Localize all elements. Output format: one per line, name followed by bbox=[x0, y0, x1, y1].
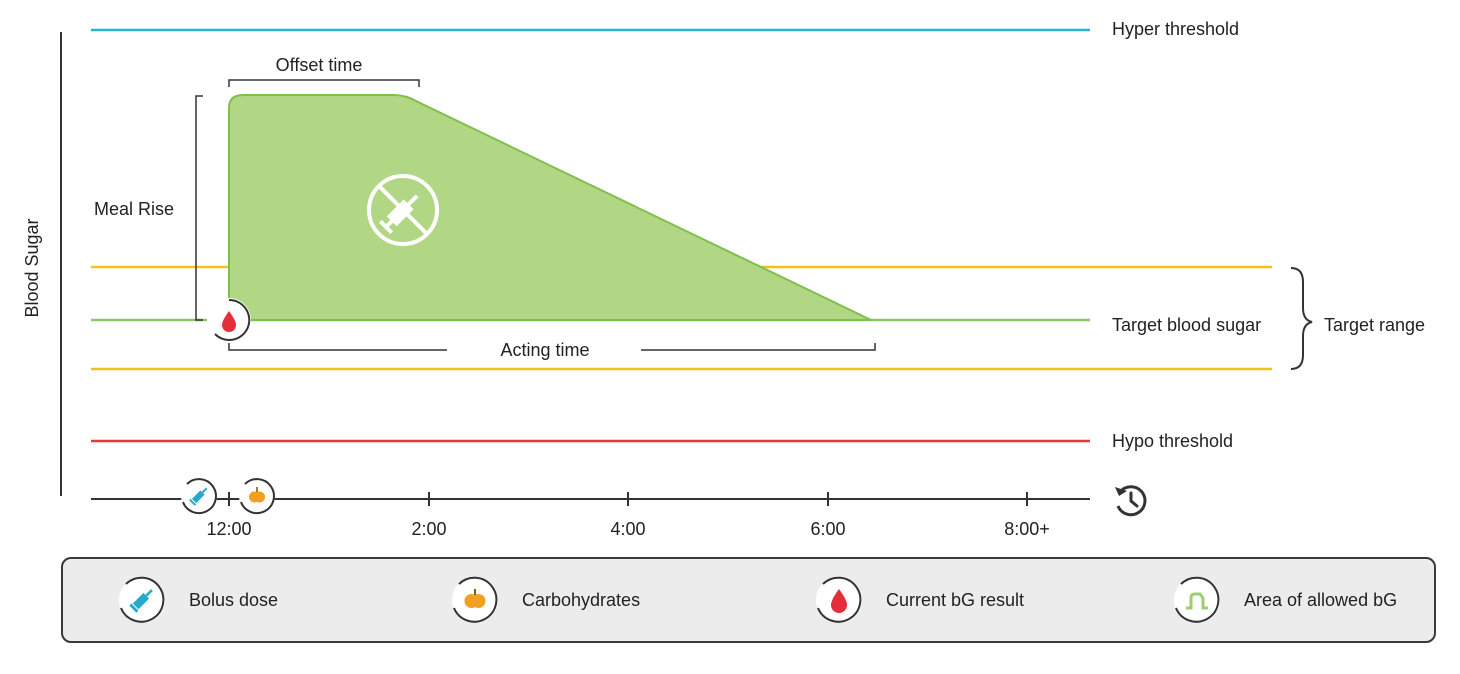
blood-drop-icon bbox=[222, 311, 236, 332]
apple-icon bbox=[452, 576, 498, 623]
tick-label-1200: 12:00 bbox=[206, 519, 251, 539]
target-range-label: Target range bbox=[1324, 315, 1425, 335]
acting-time-bracket-left bbox=[228, 343, 447, 351]
current-bg-marker bbox=[207, 298, 251, 342]
no-injection-icon bbox=[367, 174, 439, 246]
offset-time-label: Offset time bbox=[276, 55, 363, 75]
acting-time-bracket-right bbox=[641, 343, 876, 351]
legend-label-current-bg: Current bG result bbox=[886, 589, 1025, 610]
legend-item-carbohydrates: Carbohydrates bbox=[450, 575, 640, 625]
allowed-bg-area bbox=[228, 94, 872, 321]
legend-item-bolus-dose: Bolus dose bbox=[117, 575, 278, 625]
tick-label-800: 8:00+ bbox=[1004, 519, 1050, 539]
bolus-dose-marker[interactable] bbox=[181, 478, 217, 515]
hyper-threshold-label: Hyper threshold bbox=[1112, 19, 1239, 39]
legend-label-allowed-area: Area of allowed bG bbox=[1244, 589, 1398, 610]
blood-drop-icon bbox=[816, 576, 862, 623]
apple-icon bbox=[249, 487, 265, 503]
acting-time-label: Acting time bbox=[500, 340, 589, 360]
hypo-threshold-label: Hypo threshold bbox=[1112, 431, 1233, 451]
offset-time-bracket bbox=[228, 79, 420, 87]
target-range-brace bbox=[1290, 267, 1313, 370]
carbohydrates-marker[interactable] bbox=[239, 478, 275, 515]
y-axis-label: Blood Sugar bbox=[22, 218, 42, 317]
meal-rise-label: Meal Rise bbox=[94, 199, 174, 219]
history-icon[interactable] bbox=[1115, 485, 1147, 517]
meal-rise-bracket bbox=[195, 95, 203, 321]
legend-panel: Bolus dose Carbohydrates Current bG resu… bbox=[61, 557, 1436, 643]
syringe-icon bbox=[119, 576, 165, 623]
syringe-icon bbox=[189, 487, 208, 506]
legend-item-current-bg: Current bG result bbox=[814, 575, 1024, 625]
legend-label-carbohydrates: Carbohydrates bbox=[522, 589, 641, 610]
legend-item-allowed-area: Area of allowed bG bbox=[1172, 575, 1397, 625]
allowed-area-icon bbox=[1174, 576, 1220, 623]
tick-label-200: 2:00 bbox=[411, 519, 446, 539]
legend-label-bolus-dose: Bolus dose bbox=[189, 589, 279, 610]
tick-label-600: 6:00 bbox=[810, 519, 845, 539]
target-blood-sugar-label: Target blood sugar bbox=[1112, 315, 1261, 335]
tick-label-400: 4:00 bbox=[610, 519, 645, 539]
